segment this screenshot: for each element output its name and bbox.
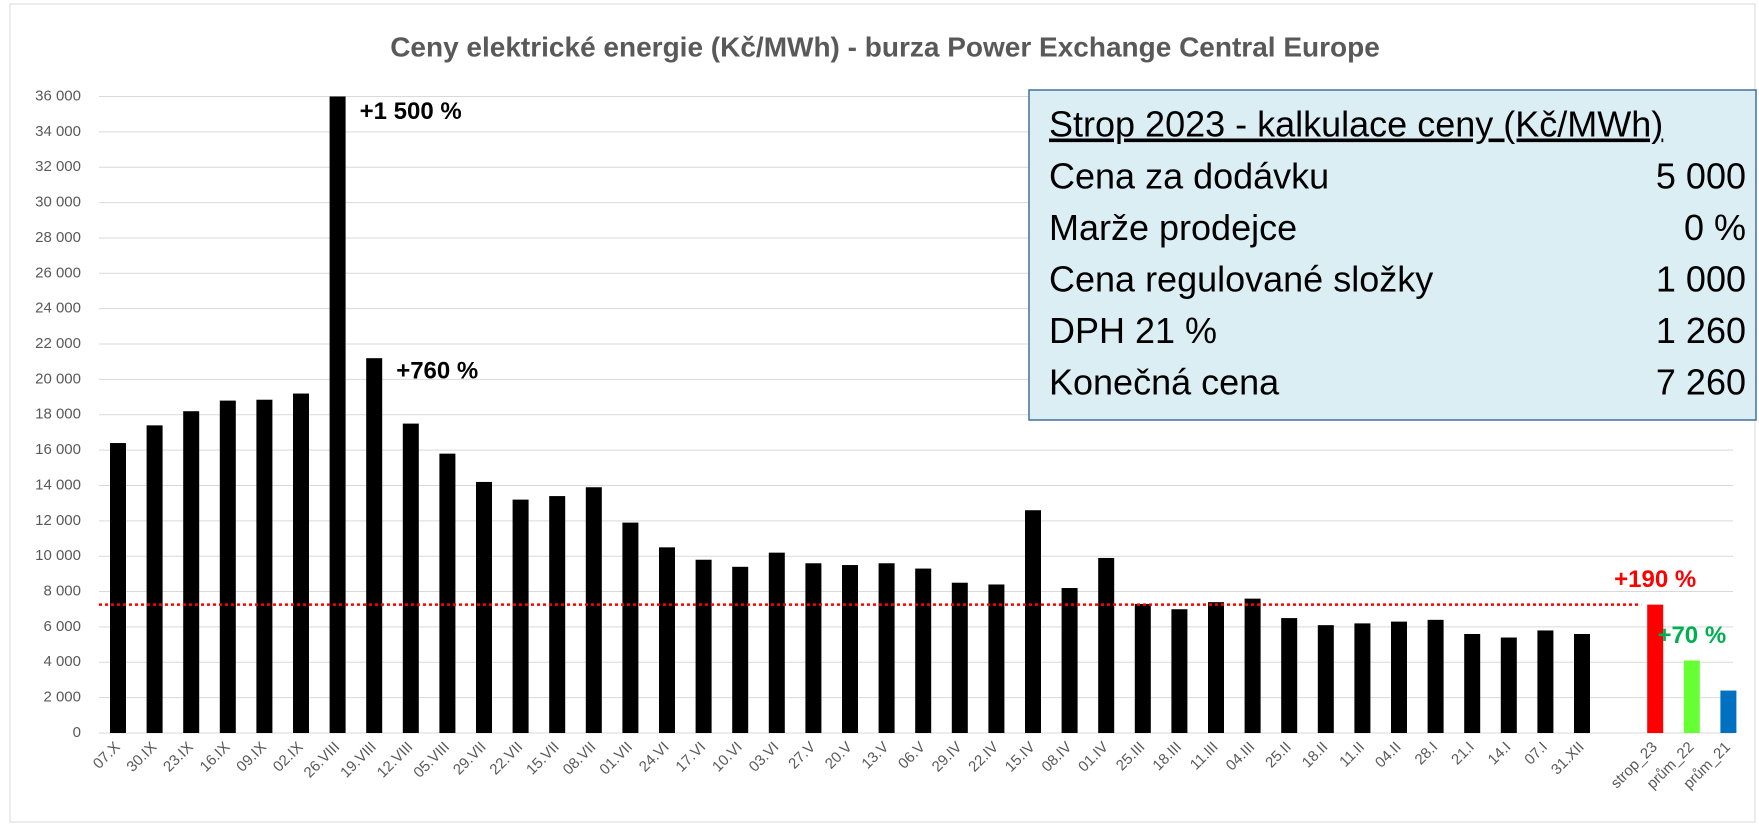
bar [659,547,675,733]
annotation: +1 500 % [360,98,462,125]
bar [293,393,309,733]
bar [439,453,456,733]
y-tick-label: 26 000 [35,264,81,281]
bar [842,565,858,733]
bar [1098,557,1115,733]
y-tick-label: 22 000 [35,335,81,352]
y-tick-label: 12 000 [35,512,81,529]
info-box-value: 7 260 [1656,362,1746,403]
bar [768,552,785,733]
bar [256,399,273,733]
bar [1317,625,1334,733]
bar [512,499,529,733]
y-tick-label: 24 000 [35,300,81,317]
bar [732,566,749,733]
bar [805,563,822,733]
bar [1391,621,1407,733]
bar [1134,603,1151,733]
info-box-value: 1 000 [1656,259,1746,300]
bar [1281,618,1298,733]
info-box-label: Cena za dodávku [1049,156,1329,197]
y-tick-label: 10 000 [35,547,81,564]
info-box-value: 1 260 [1656,310,1746,351]
y-tick-label: 32 000 [35,158,81,175]
y-tick-label: 6 000 [43,618,81,635]
bar [695,559,712,733]
y-tick-label: 14 000 [35,476,81,493]
y-tick-label: 16 000 [35,441,81,458]
bar [1061,588,1078,733]
info-box-value: 5 000 [1656,156,1746,197]
y-tick-label: 18 000 [35,406,81,423]
bar [329,96,346,733]
annotation: +70 % [1657,622,1726,649]
info-box-value: 0 % [1684,207,1746,248]
y-tick-label: 36 000 [35,87,81,104]
info-box-label: Konečná cena [1049,362,1280,403]
bar [1464,633,1481,733]
annotation: +190 % [1614,566,1696,593]
bar [622,522,639,733]
annotation: +760 % [396,358,478,385]
y-tick-label: 8 000 [43,583,81,600]
y-tick-label: 2 000 [43,689,81,706]
bar [1647,604,1664,733]
bar [951,582,968,733]
bar [476,481,492,733]
bar [1683,660,1700,733]
info-box-label: Marže prodejce [1049,207,1297,248]
info-box-title: Strop 2023 - kalkulace ceny (Kč/MWh) [1049,104,1663,145]
bar [402,423,419,733]
bar [915,568,932,733]
bar [585,487,602,733]
info-box [1028,89,1757,421]
chart-title: Ceny elektrické energie (Kč/MWh) - burza… [390,31,1380,62]
bar [878,563,895,733]
bar [1574,633,1590,733]
y-tick-label: 4 000 [43,653,81,670]
y-tick-label: 20 000 [35,370,81,387]
bar [549,496,566,733]
y-tick-label: 30 000 [35,194,81,211]
y-tick-label: 28 000 [35,229,81,246]
info-box-label: DPH 21 % [1049,310,1217,351]
bar [1171,609,1188,733]
bar [1208,602,1224,733]
bar [366,358,383,733]
bar [1500,637,1517,733]
bar [1354,623,1371,733]
info-box-label: Cena regulované složky [1049,259,1433,300]
bar [146,425,163,733]
bar [1427,619,1444,733]
bar [1025,510,1041,733]
bar [1244,598,1261,733]
y-tick-label: 34 000 [35,123,81,140]
bar [183,411,200,733]
bar [1720,690,1737,733]
bar [988,584,1005,733]
bar [110,443,126,733]
y-tick-label: 0 [73,724,81,741]
bar [1537,630,1554,733]
bar [219,400,236,733]
